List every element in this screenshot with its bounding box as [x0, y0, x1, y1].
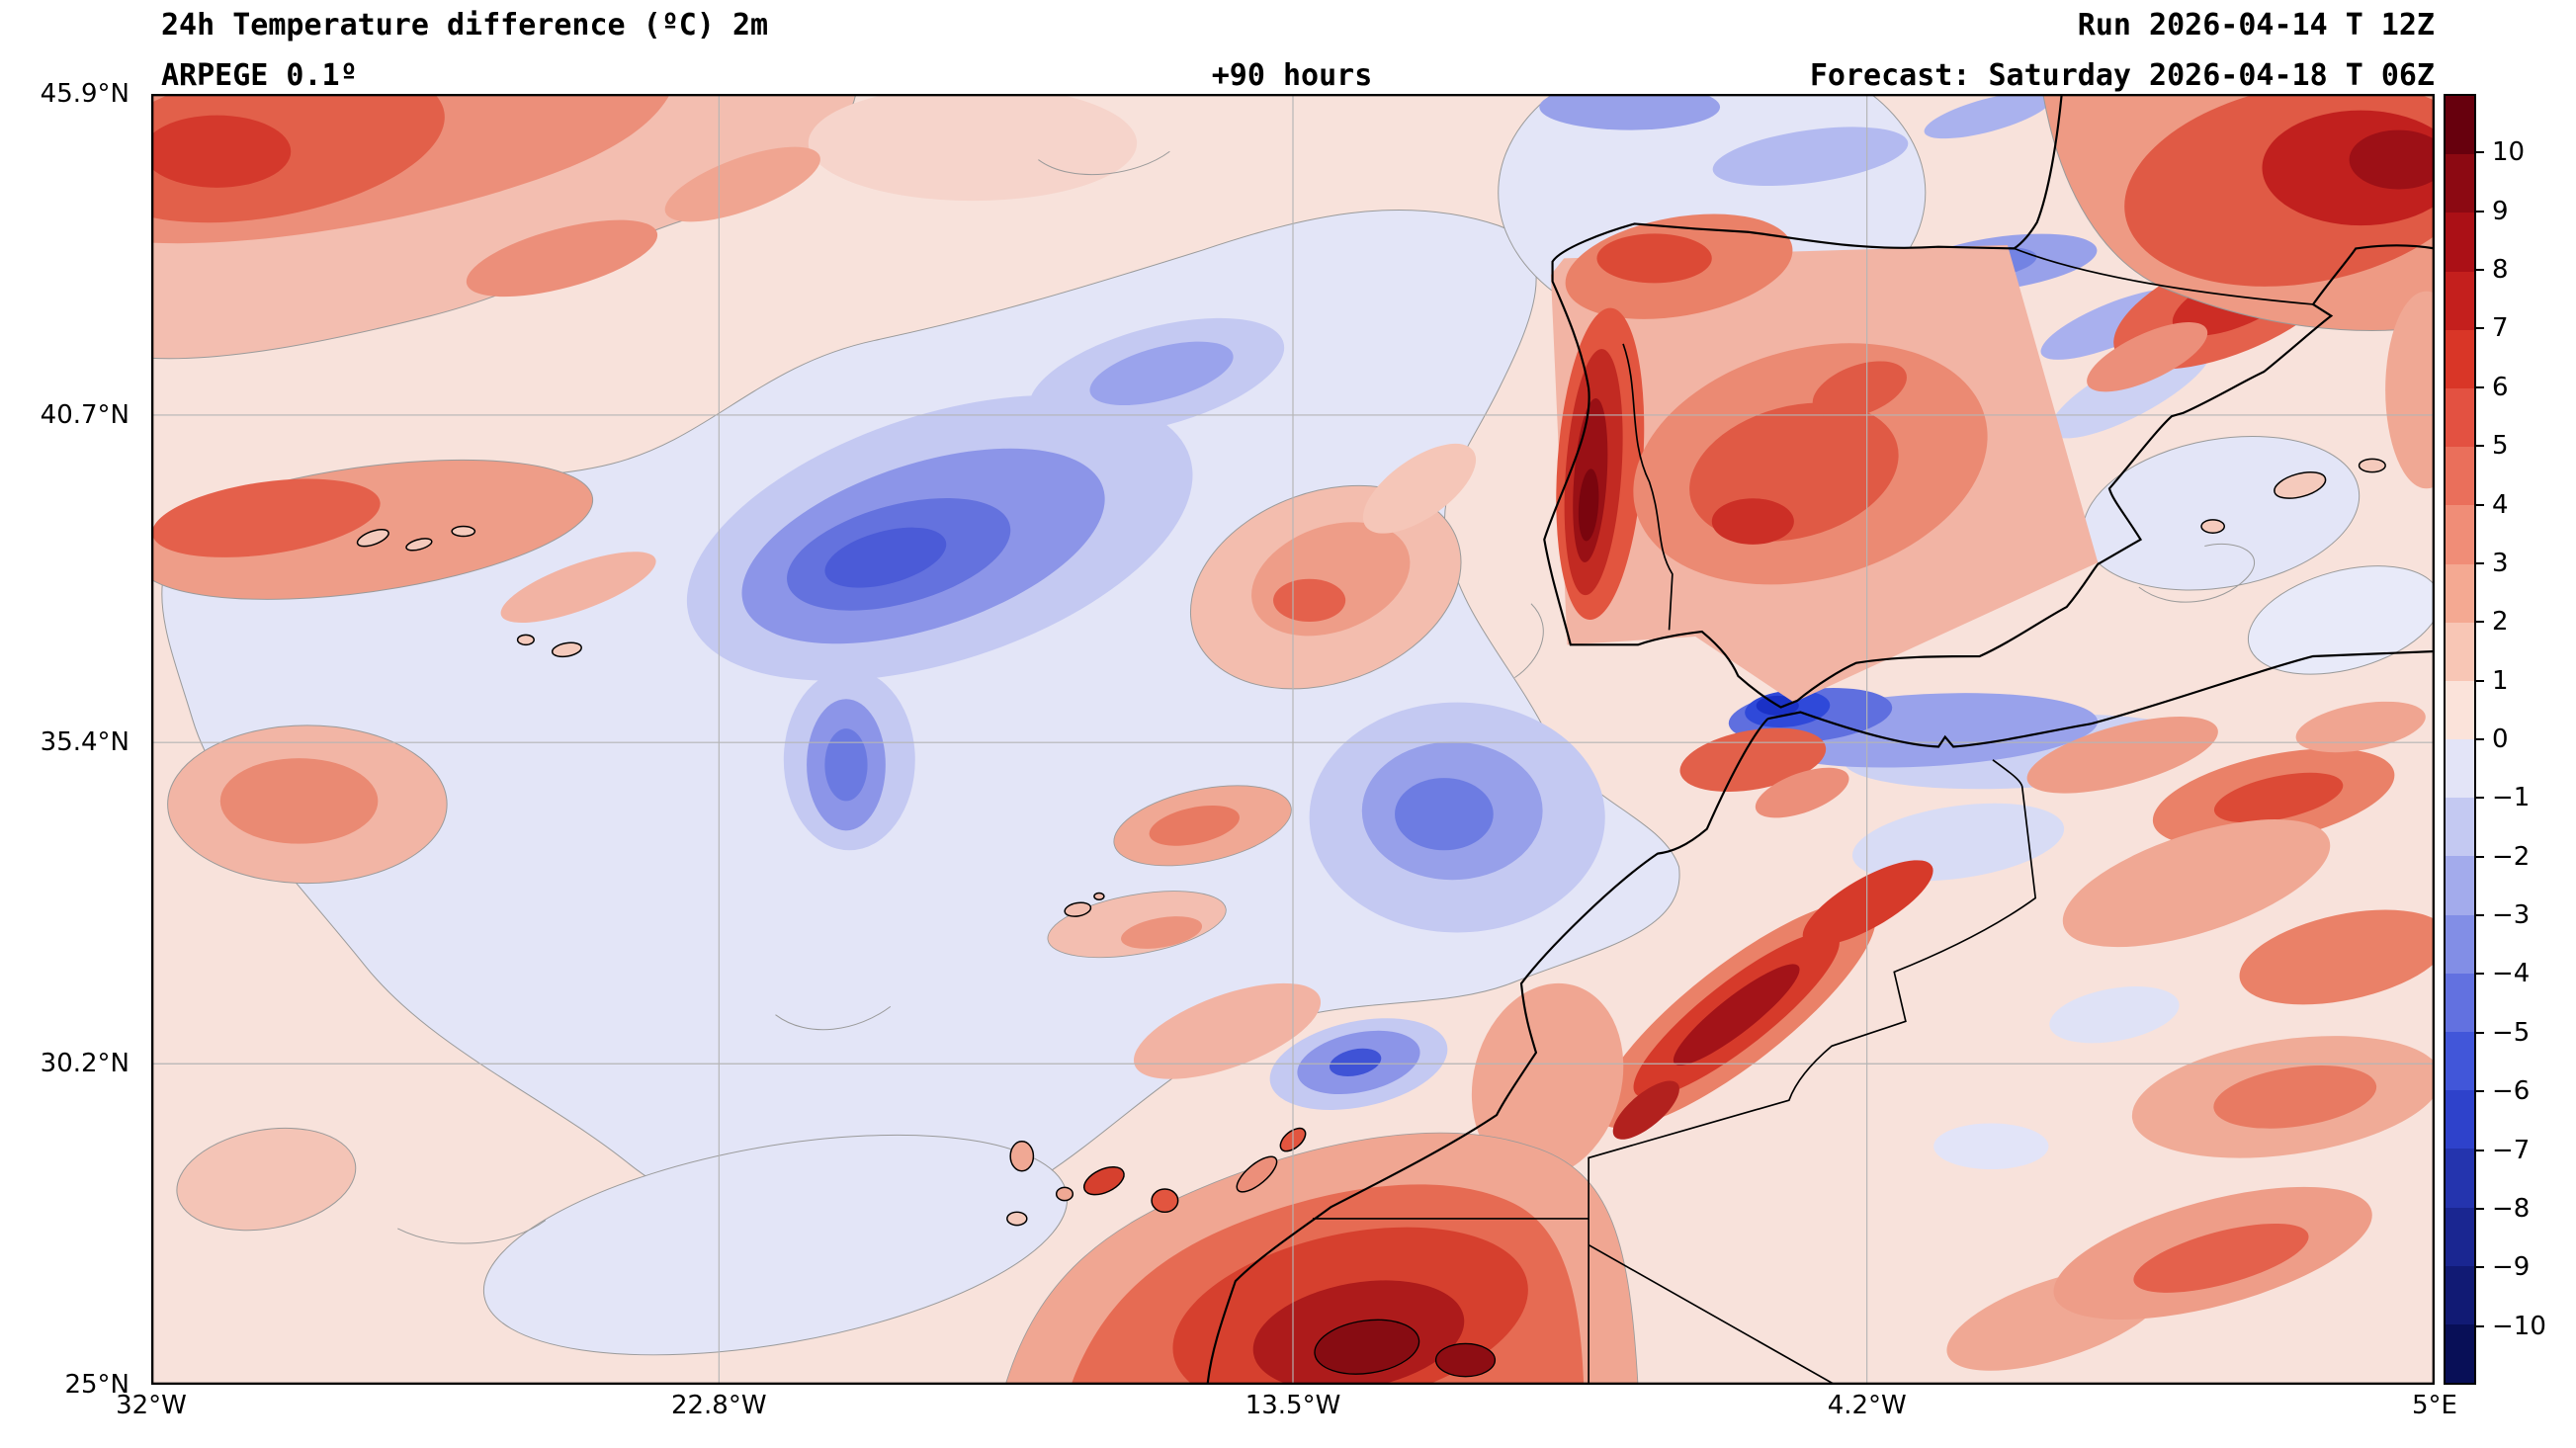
colorbar-tick-mark	[2476, 210, 2484, 213]
zero-contour-squiggles	[397, 150, 2255, 1244]
colorbar-segment	[2446, 329, 2474, 388]
colorbar-tick-mark	[2476, 1266, 2484, 1269]
x-axis-tick-label: 22.8°W	[670, 1391, 767, 1420]
colorbar-segment	[2446, 96, 2474, 155]
colorbar-tick-label: 7	[2492, 313, 2509, 344]
colorbar-tick-mark	[2476, 445, 2484, 448]
colorbar-segment	[2446, 1265, 2474, 1324]
colorbar-tick-label: −10	[2492, 1311, 2546, 1341]
colorbar-segment	[2446, 914, 2474, 974]
colorbar-tick-label: −5	[2492, 1017, 2531, 1048]
colorbar-segment	[2446, 1032, 2474, 1091]
colorbar-segment	[2446, 680, 2474, 740]
colorbar-tick-mark	[2476, 503, 2484, 506]
colorbar-tick-label: 10	[2492, 137, 2526, 168]
colorbar-segment	[2446, 505, 2474, 564]
colorbar-tick-mark	[2476, 679, 2484, 682]
colorbar-tick-label: −2	[2492, 841, 2531, 872]
colorbar-tick-label: 3	[2492, 548, 2509, 578]
colorbar-tick-label: 4	[2492, 489, 2509, 520]
map-plot-area	[151, 94, 2435, 1385]
warming-cells	[151, 94, 2435, 1385]
colorbar-tick-label: −9	[2492, 1252, 2531, 1283]
islands	[356, 458, 2386, 1227]
forecast-time-label: Forecast: Saturday 2026-04-18 T 06Z	[1809, 58, 2435, 93]
run-time-label: Run 2026-04-14 T 12Z	[2077, 8, 2435, 43]
colorbar-tick-mark	[2476, 914, 2484, 917]
page-title: 24h Temperature difference (ºC) 2m	[161, 8, 769, 43]
colorbar-gradient	[2444, 94, 2476, 1385]
colorbar-segment	[2446, 387, 2474, 448]
colorbar-tick-mark	[2476, 151, 2484, 154]
colorbar-tick-mark	[2476, 269, 2484, 272]
grid-lines	[151, 94, 2435, 1385]
x-axis-tick-label: 32°W	[116, 1391, 187, 1420]
colorbar-tick-label: 2	[2492, 607, 2509, 638]
coastlines	[1206, 94, 2435, 1385]
colorbar-segment	[2446, 1149, 2474, 1208]
colorbar-tick-label: −7	[2492, 1135, 2531, 1165]
colorbar-segment	[2446, 154, 2474, 213]
y-axis-tick-label: 30.2°N	[40, 1049, 129, 1079]
x-axis-tick-label: 5°E	[2412, 1391, 2457, 1420]
x-axis-labels: 32°W 22.8°W 13.5°W 4.2°W 5°E	[116, 1391, 2457, 1430]
colorbar-segment	[2446, 798, 2474, 857]
colorbar-tick-mark	[2476, 1031, 2484, 1034]
colorbar-tick-label: −1	[2492, 783, 2531, 813]
plot-frame	[151, 94, 2435, 1385]
colorbar-tick-label: −4	[2492, 959, 2531, 989]
colorbar-segment	[2446, 213, 2474, 272]
colorbar-tick-mark	[2476, 797, 2484, 800]
colorbar-segment	[2446, 1090, 2474, 1150]
x-axis-tick-label: 13.5°W	[1245, 1391, 1341, 1420]
y-axis-tick-label: 35.4°N	[40, 727, 129, 758]
colorbar-tick-mark	[2476, 385, 2484, 388]
colorbar-segment	[2446, 271, 2474, 330]
y-axis-labels: 45.9°N 40.7°N 35.4°N 30.2°N 25°N	[0, 79, 139, 1400]
cooling-cells	[686, 94, 2212, 1110]
colorbar-segment	[2446, 1207, 2474, 1266]
colorbar-tick-mark	[2476, 1149, 2484, 1151]
colorbar-tick-mark	[2476, 973, 2484, 976]
colorbar-tick-label: −6	[2492, 1076, 2531, 1107]
colorbar-tick-label: −8	[2492, 1193, 2531, 1224]
colorbar-tick-mark	[2476, 561, 2484, 564]
colorbar-tick-label: −3	[2492, 900, 2531, 931]
colorbar-tick-mark	[2476, 855, 2484, 858]
colorbar-tick-mark	[2476, 1207, 2484, 1210]
colorbar-tick-label: 0	[2492, 724, 2509, 754]
colorbar-segment	[2446, 856, 2474, 915]
map-canvas	[151, 94, 2435, 1385]
x-axis-tick-label: 4.2°W	[1827, 1391, 1907, 1420]
colorbar-segment	[2446, 447, 2474, 506]
colorbar-tick-label: 5	[2492, 431, 2509, 462]
y-axis-tick-label: 45.9°N	[40, 79, 129, 109]
colorbar-tick-mark	[2476, 1324, 2484, 1327]
colorbar-tick-mark	[2476, 738, 2484, 740]
colorbar-tick-label: 8	[2492, 255, 2509, 286]
colorbar-tick-mark	[2476, 327, 2484, 330]
colorbar-tick-label: 1	[2492, 665, 2509, 696]
colorbar-segment	[2446, 1323, 2474, 1384]
lead-time-label: +90 hours	[1211, 58, 1373, 93]
colorbar-segment	[2446, 973, 2474, 1032]
colorbar-tick-label: 6	[2492, 372, 2509, 402]
colorbar-tick-mark	[2476, 1090, 2484, 1093]
colorbar-segment	[2446, 739, 2474, 799]
y-axis-tick-label: 40.7°N	[40, 399, 129, 430]
colorbar-segment	[2446, 622, 2474, 681]
colorbar-tick-label: 9	[2492, 196, 2509, 226]
country-borders	[1312, 247, 2314, 1385]
colorbar-tick-mark	[2476, 621, 2484, 624]
colorbar-segment	[2446, 563, 2474, 623]
colorbar-ticks: 10 9 8 7 6 5 4 3 2 1 0 −1 −2 −3 −4 −5 −6 −7 −8 −9 −10	[2476, 94, 2575, 1385]
y-axis-tick-label: 25°N	[64, 1370, 129, 1400]
model-label: ARPEGE 0.1º	[161, 58, 358, 93]
